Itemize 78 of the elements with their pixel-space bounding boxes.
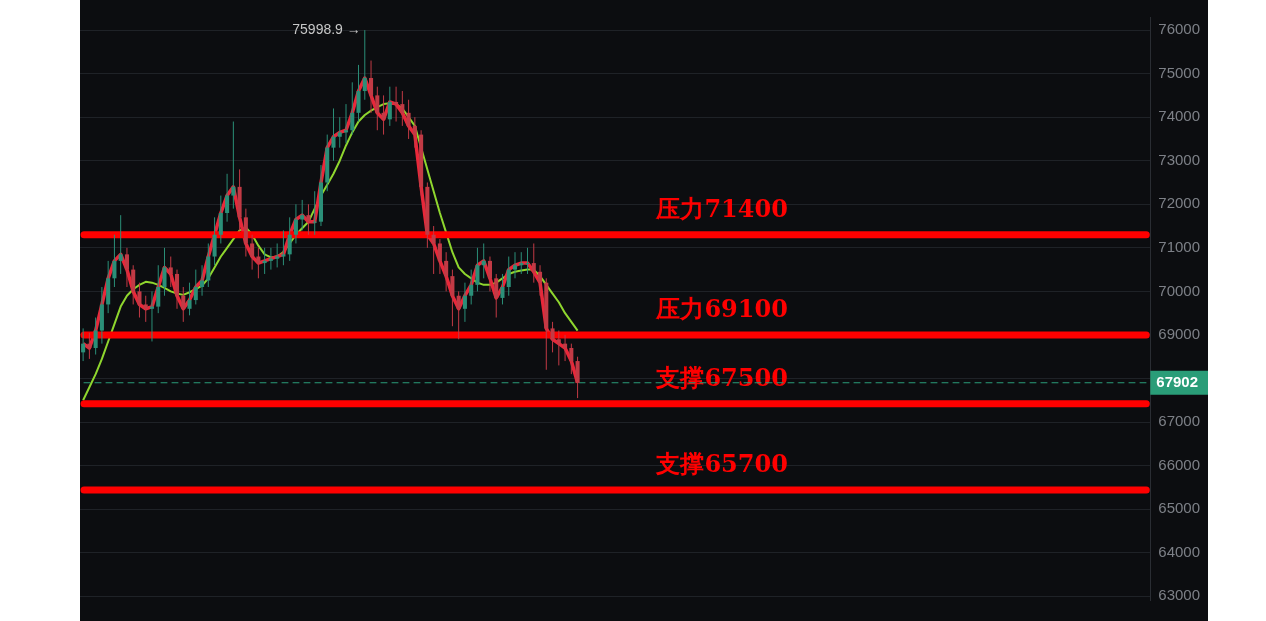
candlestick	[218, 195, 223, 244]
candlestick	[81, 327, 86, 362]
candlestick	[556, 330, 561, 366]
candlestick	[387, 86, 392, 127]
candlestick	[575, 356, 580, 399]
candlestick	[362, 29, 367, 101]
candlestick	[231, 121, 236, 210]
ref-line-label: 67902	[1156, 372, 1199, 390]
y-tick-label: 76000	[1158, 20, 1201, 38]
candlestick	[168, 256, 173, 288]
y-tick-label: 63000	[1158, 586, 1201, 604]
y-tick-label: 64000	[1158, 542, 1201, 560]
candlestick	[162, 247, 167, 297]
candlestick	[469, 269, 474, 305]
candlestick	[306, 203, 311, 236]
candlestick	[137, 282, 142, 319]
candlestick	[400, 90, 405, 127]
ref-line-label: 支撑67500	[655, 362, 788, 392]
candlestick	[250, 234, 255, 271]
candlestick	[181, 286, 186, 323]
candlestick	[500, 273, 505, 305]
candlestick	[350, 81, 355, 136]
y-tick-label: 75000	[1158, 63, 1201, 81]
candlestick	[437, 238, 442, 275]
ref-line-label: 压力69100	[655, 294, 788, 324]
candlestick	[300, 199, 305, 231]
candlestick	[550, 321, 555, 353]
candlestick	[375, 86, 380, 131]
candlestick	[212, 216, 217, 266]
candlestick	[444, 251, 449, 292]
candlestick	[487, 256, 492, 292]
candlestick	[462, 282, 467, 323]
candlestick	[369, 60, 374, 114]
y-tick-label: 74000	[1158, 107, 1201, 125]
candlestick	[356, 64, 361, 123]
y-tick-label: 71000	[1158, 237, 1201, 255]
candlestick	[538, 264, 543, 297]
y-tick-label: 65000	[1158, 499, 1201, 517]
candlestick	[506, 256, 511, 297]
ref-line-label: 支撑65700	[655, 449, 788, 479]
candlestick	[431, 225, 436, 275]
candlestick	[93, 317, 98, 356]
candlestick	[174, 269, 180, 310]
candlestick	[206, 242, 211, 288]
candlestick	[293, 203, 298, 244]
candlestick	[525, 247, 530, 275]
y-tick-label: 67000	[1158, 412, 1201, 430]
candlestick	[124, 247, 129, 288]
candlestick	[531, 242, 536, 284]
candlestick	[331, 107, 336, 162]
candlestick	[412, 116, 417, 149]
candlestick	[156, 264, 161, 314]
y-tick-label: 73000	[1158, 150, 1201, 168]
ref-line-label: 压力71400	[655, 194, 788, 223]
candlestick	[512, 251, 518, 279]
y-tick-label: 66000	[1158, 455, 1201, 473]
candlestick	[131, 264, 136, 305]
y-tick-label: 69000	[1158, 325, 1201, 343]
candlestick	[406, 99, 411, 140]
candlestick	[200, 264, 205, 297]
y-tick-label: 70000	[1158, 281, 1201, 299]
y-tick-label: 72000	[1158, 194, 1201, 212]
candlestick	[112, 234, 117, 288]
candlestick	[118, 214, 123, 275]
candlestick	[450, 269, 455, 327]
annotation: 75998.9 →	[292, 20, 361, 37]
candlestick	[456, 290, 461, 340]
candlestick	[475, 247, 480, 292]
candlestick	[281, 229, 286, 266]
candlestick	[337, 116, 342, 149]
candlestick	[287, 216, 292, 262]
candlestick	[312, 190, 317, 236]
candlestick	[494, 273, 499, 319]
candlestick	[225, 173, 230, 223]
candlestick	[193, 269, 198, 305]
candlestick	[143, 295, 148, 323]
candlestick	[187, 282, 192, 316]
candlestick	[569, 343, 574, 375]
